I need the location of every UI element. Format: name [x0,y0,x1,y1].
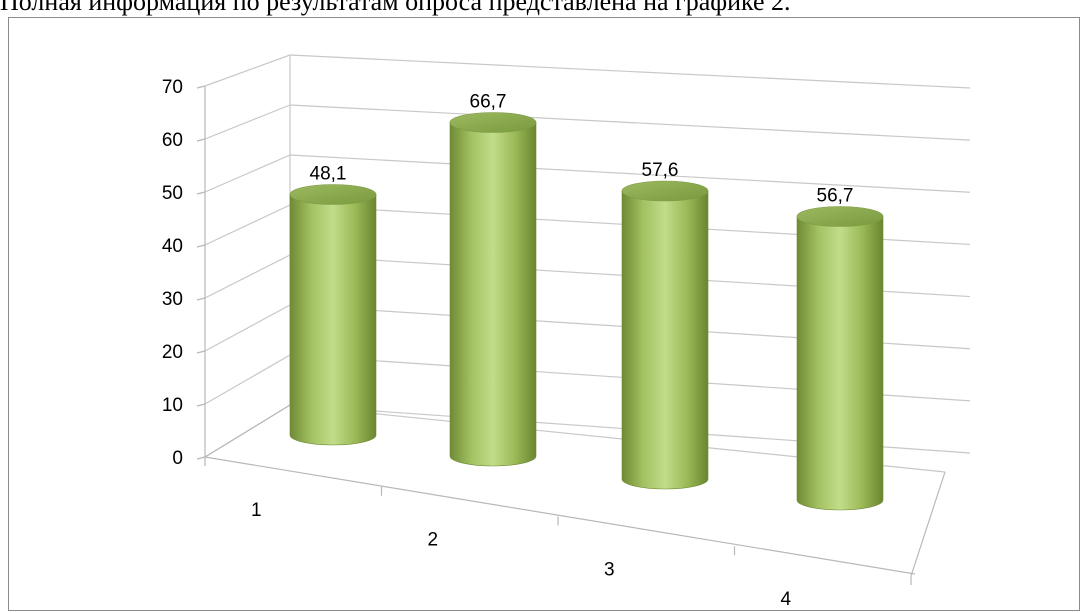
labels: 0 10 20 30 40 50 60 70 1 2 3 4 48,1 66,7 57,6 56,7 [162,77,854,610]
data-label: 48,1 [310,164,347,185]
x-axis-line [204,456,916,575]
chart-frame [8,17,1080,611]
bar-top[interactable] [796,206,884,227]
y-tick-label: 10 [162,395,183,416]
y-tick-mark [196,191,206,195]
bar-top[interactable] [449,112,537,133]
bar-top[interactable] [621,180,709,202]
bar-top[interactable] [289,184,377,205]
floor-left-edge [204,404,291,458]
y-tick-label: 70 [162,77,183,98]
y-tick-label: 20 [162,342,183,363]
y-tick-label: 50 [162,183,183,204]
bar-body[interactable] [796,216,884,511]
y-tick-mark [196,138,206,142]
floor-right-edge [910,471,946,577]
y-tick-mark [196,456,206,460]
bar-2[interactable] [449,112,537,467]
data-label: 56,7 [817,186,854,207]
y-tick-mark [196,244,206,248]
y-tick-label: 0 [172,448,183,469]
x-tick-label: 3 [604,559,615,580]
side-gridline [204,54,291,87]
y-tick-label: 40 [162,236,183,257]
side-gridline [204,354,291,405]
side-gridline [204,254,291,299]
back-gridline [289,104,971,141]
x-tick-label: 4 [780,589,791,610]
bar-body[interactable] [449,122,537,467]
y-tick-mark [196,350,206,354]
x-tick-label: 1 [251,500,262,521]
bar-1[interactable] [289,184,377,446]
back-gridline [289,154,971,193]
bars [289,112,884,511]
bar-body[interactable] [289,194,377,446]
side-gridline [204,154,291,193]
caption-text: Полная информация по результатам опроса … [0,0,791,16]
side-gridline [204,204,291,246]
y-tick-label: 30 [162,289,183,310]
bar-body[interactable] [621,190,709,490]
y-tick-mark [196,85,206,89]
side-gridline [204,104,291,140]
back-gridline [289,54,971,89]
axes [196,55,946,585]
y-tick-label: 60 [162,130,183,151]
data-label: 57,6 [642,160,679,181]
bar-4[interactable] [796,206,884,511]
side-gridline [204,304,291,352]
y-tick-mark [196,403,206,407]
x-tick-label: 2 [427,530,438,551]
y-tick-mark [196,297,206,301]
data-label: 66,7 [470,92,507,113]
bar-3[interactable] [621,180,709,490]
